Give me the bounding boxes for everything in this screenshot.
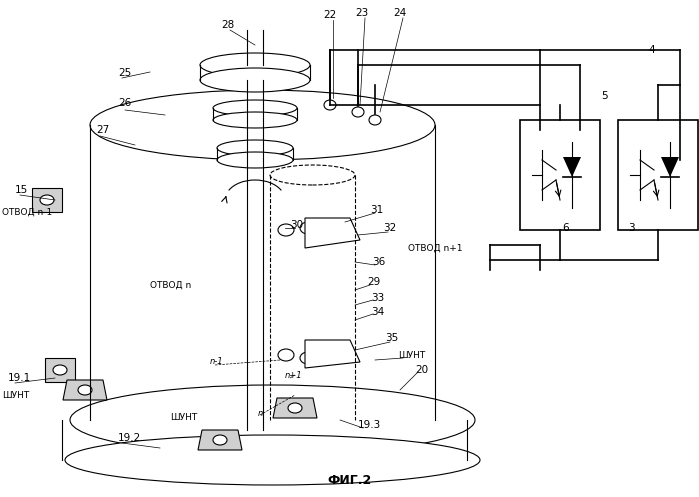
Ellipse shape [300, 352, 316, 364]
Polygon shape [198, 430, 242, 450]
Polygon shape [563, 157, 581, 177]
Text: n-1: n-1 [210, 357, 224, 366]
Text: 34: 34 [371, 307, 384, 317]
Ellipse shape [324, 100, 336, 110]
Ellipse shape [352, 107, 364, 117]
Text: 35: 35 [385, 333, 398, 343]
Text: ШУНТ: ШУНТ [398, 351, 425, 360]
Bar [520, 120, 600, 230]
Ellipse shape [278, 349, 294, 361]
Ellipse shape [200, 68, 310, 92]
Ellipse shape [40, 195, 54, 205]
Ellipse shape [270, 165, 355, 185]
Text: 24: 24 [394, 8, 407, 18]
Text: 25: 25 [118, 68, 131, 78]
Text: 22: 22 [324, 10, 337, 20]
Text: 33: 33 [371, 293, 384, 303]
Text: n+1: n+1 [285, 370, 303, 380]
Text: 28: 28 [222, 20, 235, 30]
Text: 32: 32 [383, 223, 396, 233]
Text: 3: 3 [628, 223, 635, 233]
Text: 19.2: 19.2 [118, 433, 141, 443]
Ellipse shape [65, 435, 480, 485]
Text: ОТВОД n: ОТВОД n [150, 280, 192, 289]
Bar [618, 120, 698, 230]
Ellipse shape [90, 90, 435, 160]
Polygon shape [661, 157, 679, 177]
Text: 4: 4 [648, 45, 655, 55]
Text: 6: 6 [562, 223, 568, 233]
Polygon shape [273, 398, 317, 418]
Text: 19.1: 19.1 [8, 373, 31, 383]
Polygon shape [32, 188, 62, 212]
Text: 26: 26 [118, 98, 131, 108]
Text: 27: 27 [96, 125, 109, 135]
Ellipse shape [288, 403, 302, 413]
Text: 20: 20 [415, 365, 428, 375]
Text: ОТВОД n+1: ОТВОД n+1 [408, 244, 463, 252]
Text: 30: 30 [290, 220, 303, 230]
Text: ФИГ.2: ФИГ.2 [327, 474, 371, 487]
Ellipse shape [53, 365, 67, 375]
Ellipse shape [278, 224, 294, 236]
Ellipse shape [213, 112, 297, 128]
Text: n: n [258, 409, 264, 417]
Text: ШУНТ: ШУНТ [170, 414, 197, 422]
Text: 36: 36 [372, 257, 385, 267]
Polygon shape [305, 340, 360, 368]
Ellipse shape [213, 435, 227, 445]
Text: 15: 15 [15, 185, 28, 195]
Text: 5: 5 [601, 91, 607, 101]
Text: 19.3: 19.3 [358, 420, 381, 430]
Text: 29: 29 [367, 277, 380, 287]
Text: ОТВОД n-1: ОТВОД n-1 [2, 208, 52, 217]
Ellipse shape [213, 100, 297, 116]
Ellipse shape [78, 385, 92, 395]
Text: 31: 31 [370, 205, 383, 215]
Ellipse shape [200, 53, 310, 77]
Polygon shape [305, 218, 360, 248]
Ellipse shape [217, 152, 293, 168]
Ellipse shape [217, 140, 293, 156]
Ellipse shape [300, 222, 316, 234]
Text: ШУНТ: ШУНТ [2, 391, 29, 400]
Polygon shape [45, 358, 75, 382]
Ellipse shape [369, 115, 381, 125]
Polygon shape [63, 380, 107, 400]
Ellipse shape [70, 385, 475, 455]
Text: 23: 23 [355, 8, 368, 18]
